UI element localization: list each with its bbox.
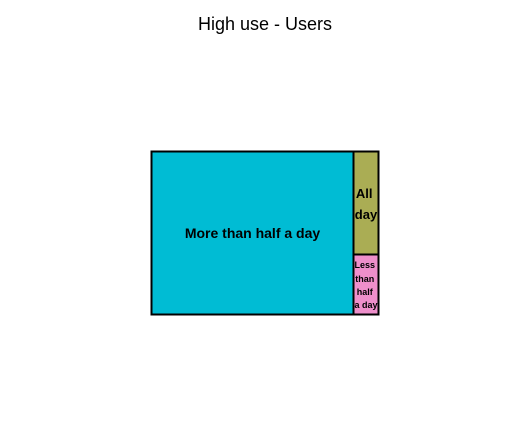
tile-rect-all-day (352, 150, 380, 256)
tile-all-day: All day (352, 150, 380, 256)
tile-label-less-than-half-a-day: Less than half a day (354, 260, 377, 310)
tile-label-more-than-half-a-day: More than half a day (185, 225, 321, 241)
chart-title: High use - Users (197, 14, 333, 34)
tile-more-than-half-a-day: More than half a day (150, 150, 355, 316)
tile-less-than-half-a-day: Less than half a day (352, 253, 380, 316)
tile-label-all-day: All day (355, 186, 378, 222)
tile-rect-less-than-half-a-day (352, 253, 380, 316)
